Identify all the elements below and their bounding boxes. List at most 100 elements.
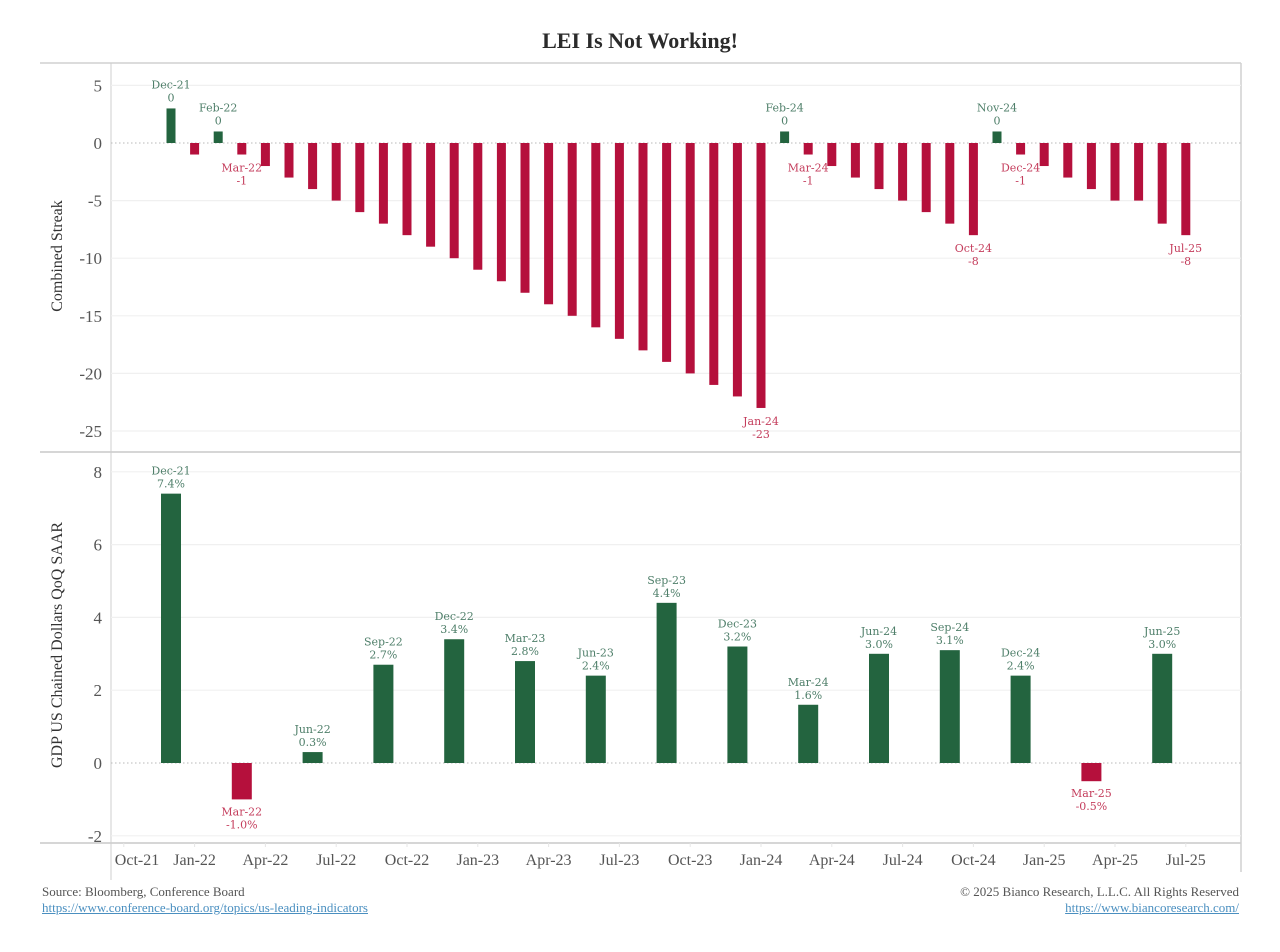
top-annotation-value: -1 <box>803 175 814 188</box>
top-bar-mar-25 <box>1086 143 1096 190</box>
top-annotation-value: 0 <box>215 114 222 127</box>
x-tick-label: Jan-24 <box>740 852 783 869</box>
top-bar-mar-23 <box>520 143 530 293</box>
x-tick-label: Apr-24 <box>809 852 855 869</box>
top-bar-sep-22 <box>378 143 388 224</box>
bottom-data-label-month: Sep-24 <box>930 621 969 634</box>
top-y-tick-label: -25 <box>79 422 102 441</box>
top-bar-oct-23 <box>685 143 695 374</box>
bottom-y-axis-title: GDP US Chained Dollars QoQ SAAR <box>49 522 66 768</box>
bottom-data-label-month: Mar-24 <box>788 676 829 689</box>
bottom-data-label-month: Jun-22 <box>293 723 330 736</box>
top-annotation-value: 0 <box>168 91 175 104</box>
top-bar-apr-25 <box>1110 143 1120 201</box>
x-tick-label: Oct-24 <box>951 852 995 869</box>
top-annotation-month: Mar-24 <box>788 162 829 175</box>
bottom-data-label-value: 2.7% <box>369 649 397 662</box>
top-y-tick-label: -15 <box>79 307 102 326</box>
top-bar-dec-21 <box>166 108 176 143</box>
top-annotation-value: -1 <box>236 175 247 188</box>
bottom-y-tick-label: 4 <box>94 608 103 627</box>
bottom-data-label-value: 2.4% <box>1007 660 1035 673</box>
top-y-axis-title: Combined Streak <box>49 200 66 312</box>
bottom-bar-dec-21 <box>161 493 181 763</box>
top-annotations: Dec-210Feb-220Mar-22-1Jan-24-23Feb-240Ma… <box>151 78 1202 441</box>
top-bar-apr-24 <box>827 143 837 167</box>
bottom-bar-jun-24 <box>869 653 889 763</box>
bottom-data-label-month: Jun-25 <box>1143 625 1180 638</box>
bottom-data-label-month: Jun-23 <box>577 647 614 660</box>
source-text: Source: Bloomberg, Conference Board <box>42 884 245 899</box>
bottom-bars <box>161 493 1173 800</box>
bottom-bar-sep-24 <box>939 650 960 763</box>
bottom-y-tick-label: 0 <box>94 754 103 773</box>
top-bar-aug-22 <box>355 143 365 213</box>
axis-labels: 5 0 -5 -1 0 -15 -20 -25 8 6 4 2 0 -2 Combined Streak GD… <box>49 76 1206 869</box>
top-gridlines <box>111 84 1241 432</box>
copyright-link[interactable]: https://www.biancoresearch.com/ <box>1065 900 1239 915</box>
x-tick-label: Jul-24 <box>883 852 923 869</box>
bottom-data-label-month: Sep-22 <box>364 636 403 649</box>
top-bar-jun-25 <box>1157 143 1167 224</box>
top-annotation-value: -8 <box>1180 255 1191 268</box>
bottom-y-tick-label: 6 <box>94 536 103 555</box>
top-bar-apr-22 <box>260 143 270 167</box>
top-annotation-month: Oct-24 <box>955 242 992 255</box>
bottom-data-label-value: 3.2% <box>723 631 751 644</box>
bottom-bar-dec-24 <box>1010 675 1031 763</box>
source-link[interactable]: https://www.conference-board.org/topics/… <box>42 900 368 915</box>
top-y-tick-label: -5 <box>88 192 102 211</box>
top-annotation-month: Feb-24 <box>765 101 803 114</box>
bottom-data-label-value: 2.8% <box>511 645 539 658</box>
x-tick-label: Oct-21 <box>115 852 159 869</box>
top-annotation-month: Nov-24 <box>977 101 1017 114</box>
bottom-bar-dec-22 <box>444 639 465 763</box>
x-tick-label: Jan-25 <box>1023 852 1066 869</box>
top-bar-dec-24 <box>1016 143 1026 155</box>
top-bar-nov-23 <box>709 143 719 385</box>
bottom-y-tick-label: -2 <box>88 827 102 846</box>
top-bar-jul-24 <box>898 143 908 201</box>
top-annotation-value: 0 <box>994 114 1001 127</box>
copyright-text: © 2025 Bianco Research, L.L.C. All Right… <box>960 884 1239 899</box>
top-bar-jun-22 <box>308 143 318 190</box>
x-tick-label: Apr-23 <box>526 852 572 869</box>
top-annotation-month: Dec-21 <box>151 78 190 91</box>
bottom-data-label-value: 1.6% <box>794 689 822 702</box>
bottom-data-label-value: 3.4% <box>440 623 468 636</box>
top-bar-jun-24 <box>874 143 884 190</box>
top-y-tick-label: 5 <box>94 76 103 95</box>
top-bar-mar-24 <box>803 143 813 155</box>
top-bar-sep-24 <box>945 143 955 224</box>
top-bar-jan-23 <box>473 143 483 270</box>
bottom-data-label-value: 2.4% <box>582 660 610 673</box>
bottom-annotations: Dec-217.4% Mar-22-1.0% Jun-220.3% Sep-222.7… <box>151 465 1180 832</box>
bottom-y-tick-label: 2 <box>94 681 103 700</box>
x-tick-label: Jul-23 <box>599 852 639 869</box>
top-bar-jul-25 <box>1181 143 1191 236</box>
x-tick-label: Oct-22 <box>385 852 429 869</box>
bottom-data-label-month: Mar-25 <box>1071 787 1112 800</box>
top-annotation-value: -1 <box>1015 175 1026 188</box>
bottom-data-label-value: -1.0% <box>226 818 258 831</box>
top-bar-dec-22 <box>449 143 459 259</box>
bottom-y-tick-label: 8 <box>94 463 103 482</box>
bottom-bar-mar-25 <box>1081 763 1102 782</box>
top-bar-jun-23 <box>591 143 601 328</box>
x-tick-label: Jul-22 <box>316 852 356 869</box>
top-bar-apr-23 <box>544 143 554 305</box>
top-bar-jan-24 <box>756 143 766 408</box>
top-bar-feb-22 <box>213 131 223 143</box>
top-bar-may-22 <box>284 143 294 178</box>
top-bar-nov-24 <box>992 131 1002 143</box>
bottom-bar-jun-25 <box>1152 653 1173 763</box>
bottom-data-label-value: 3.0% <box>865 638 893 651</box>
top-bar-feb-24 <box>780 131 790 143</box>
top-bar-may-23 <box>567 143 577 316</box>
top-bar-feb-25 <box>1063 143 1073 178</box>
top-bar-oct-24 <box>968 143 978 236</box>
top-bar-jul-23 <box>614 143 624 339</box>
bottom-data-label-month: Mar-22 <box>221 805 262 818</box>
top-y-tick-label: -20 <box>79 364 102 383</box>
